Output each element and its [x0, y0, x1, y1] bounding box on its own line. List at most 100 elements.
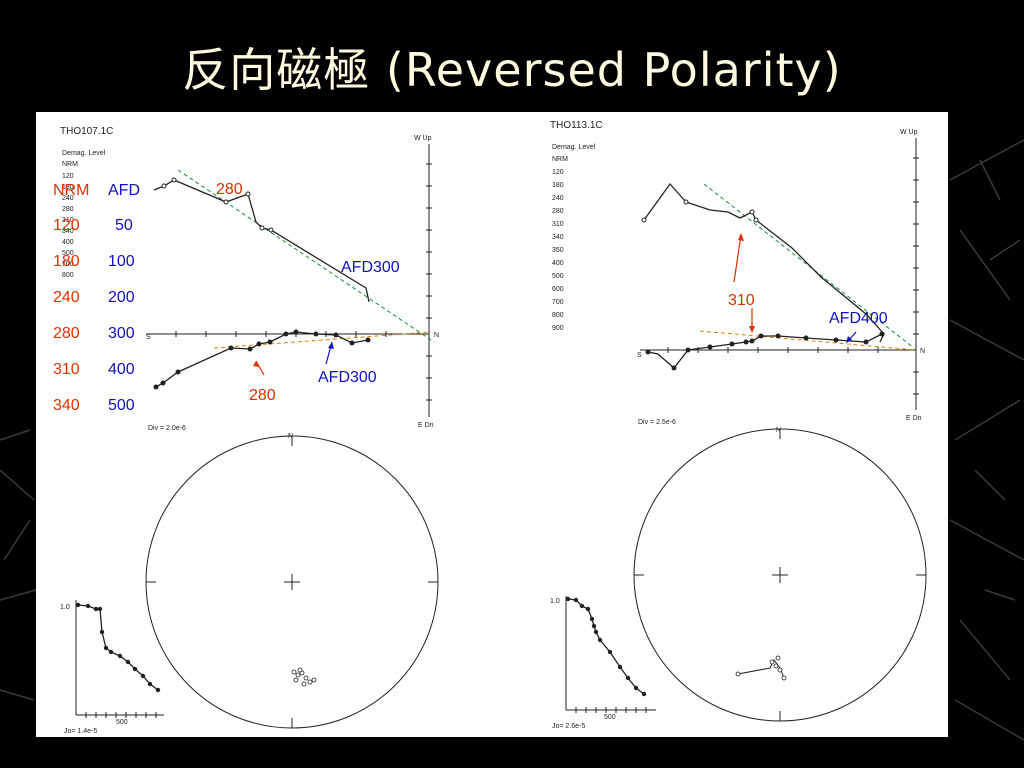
- legend-afd-value: 300: [108, 325, 135, 342]
- left-axis-ticks: [175, 163, 432, 401]
- slide-title: 反向磁極 (Reversed Polarity): [182, 43, 842, 97]
- right-demag-level: 180: [552, 182, 564, 189]
- left-axis-w-up: W Up: [414, 135, 432, 142]
- left-axis-n: N: [434, 332, 439, 339]
- right-intensity-points: [565, 596, 647, 697]
- right-horizontal-points: [641, 199, 759, 223]
- right-demag-level: 280: [552, 208, 564, 215]
- paleomag-figure: THO107.1C Demag. Level NRM 120 180 240 2…: [53, 120, 927, 735]
- left-vertical-points: [153, 329, 371, 390]
- right-vertical-fit-line: [699, 330, 917, 351]
- right-demag-level: 240: [552, 195, 564, 202]
- left-bottom-annotation-afd300: AFD300: [318, 369, 377, 386]
- right-sample-id: THO113.1C: [550, 120, 603, 131]
- right-intensity-label: Jo= 2.6e-5: [552, 723, 585, 730]
- right-demag-level: 350: [552, 247, 564, 254]
- right-annotation-310: 310: [728, 292, 755, 309]
- left-red-arrow: [255, 360, 265, 376]
- left-demag-level: 240: [62, 195, 74, 202]
- left-stereonet-points: [291, 667, 317, 687]
- right-axis-w-up: W Up: [900, 129, 918, 136]
- legend-afd-value: 200: [108, 289, 135, 306]
- left-demag-level: 340: [62, 228, 74, 235]
- left-stereonet-ticks: [146, 436, 438, 728]
- legend-thermal-value: 240: [53, 289, 80, 306]
- left-intensity-label: Jo= 1.4e-5: [64, 728, 97, 735]
- right-nrm-label: NRM: [552, 156, 568, 163]
- left-intensity-points: [75, 602, 161, 693]
- right-annotation-afd400: AFD400: [829, 310, 888, 327]
- left-horizontal-points: [161, 177, 274, 233]
- left-top-annotation-afd300: AFD300: [341, 259, 400, 276]
- right-blue-arrowhead: [846, 336, 852, 343]
- left-vertical-fit-line: [213, 331, 432, 349]
- left-demag-label: Demag. Level: [62, 150, 106, 157]
- left-demag-level: 800: [62, 272, 74, 279]
- right-intensity-tick: 500: [604, 714, 616, 721]
- right-horizontal-fit-line: [703, 183, 915, 349]
- right-vertical-points: [645, 331, 885, 371]
- right-axis-ticks: [667, 157, 919, 395]
- legend-afd-value: 100: [108, 253, 135, 270]
- legend-thermal-value: 340: [53, 397, 80, 414]
- left-sample-id: THO107.1C: [60, 126, 113, 137]
- right-red-arrow-up: [733, 234, 742, 283]
- left-demag-level: 180: [62, 184, 74, 191]
- right-stereonet: N: [633, 427, 927, 722]
- legend-table: NRM AFD 120 50 180 100 240 200 280 300 3…: [53, 182, 140, 414]
- left-div-label: Div = 2.0e-6: [148, 425, 186, 432]
- left-demag-level: 500: [62, 250, 74, 257]
- left-demag-level: 700: [62, 261, 74, 268]
- left-red-arrowhead: [253, 361, 259, 367]
- legend-thermal-value: 180: [53, 253, 80, 270]
- right-red-arrowhead-up: [738, 233, 744, 241]
- right-demag-level: 700: [552, 299, 564, 306]
- right-axis-s: S: [637, 352, 642, 359]
- left-zijderveld-plot: THO107.1C Demag. Level NRM 120 180 240 2…: [60, 126, 439, 432]
- left-intensity-ticks: [85, 712, 157, 718]
- legend-thermal-value: 280: [53, 325, 80, 342]
- right-demag-level-list: 120 180 240 280 310 340 350 400 500 600 …: [552, 169, 564, 332]
- left-demag-level: 280: [62, 206, 74, 213]
- right-intensity-plot: 1.0 500 Jo= 2.6e-5: [550, 596, 656, 730]
- left-demag-level-list: 120 180 240 280 310 340 400 500 700 800: [62, 173, 74, 279]
- left-intensity-plot: 1.0 500 Jo= 1.4e-5: [60, 600, 164, 735]
- legend-thermal-value: 120: [53, 217, 80, 234]
- right-demag-level: 500: [552, 273, 564, 280]
- right-axis-n: N: [920, 348, 925, 355]
- legend-header-afd: AFD: [108, 182, 140, 199]
- legend-header-nrm: NRM: [53, 182, 89, 199]
- right-axis-e-dn: E Dn: [906, 415, 922, 422]
- right-demag-label: Demag. Level: [552, 144, 596, 151]
- left-demag-level: 120: [62, 173, 74, 180]
- left-horizontal-fit-line: [177, 169, 435, 343]
- left-intensity-tick: 500: [116, 719, 128, 726]
- right-stereonet-ticks: [634, 429, 926, 721]
- left-axis-s: S: [146, 334, 151, 341]
- left-intensity-start: 1.0: [60, 604, 70, 611]
- left-stereonet: N: [145, 433, 439, 729]
- legend-afd-value: 500: [108, 397, 135, 414]
- left-axis-e-dn: E Dn: [418, 422, 434, 429]
- left-top-annotation-280: 280: [216, 181, 243, 198]
- right-vertical-trace: [647, 333, 883, 369]
- right-demag-level: 800: [552, 312, 564, 319]
- right-zijderveld-plot: THO113.1C Demag. Level NRM 120 180 240 2…: [550, 120, 925, 426]
- right-demag-level: 600: [552, 286, 564, 293]
- legend-afd-value: 400: [108, 361, 135, 378]
- right-demag-level: 400: [552, 260, 564, 267]
- left-blue-arrowhead: [328, 342, 334, 349]
- right-stereonet-points: [735, 655, 787, 681]
- right-demag-level: 340: [552, 234, 564, 241]
- right-intensity-ticks: [575, 707, 647, 713]
- legend-thermal-value: 310: [53, 361, 80, 378]
- figure-panel: THO107.1C Demag. Level NRM 120 180 240 2…: [36, 112, 948, 737]
- left-nrm-label: NRM: [62, 161, 78, 168]
- left-intensity-curve: [77, 604, 159, 691]
- right-stereonet-path: [737, 659, 785, 679]
- right-red-arrowhead-down: [749, 326, 755, 333]
- left-demag-level: 400: [62, 239, 74, 246]
- right-demag-level: 120: [552, 169, 564, 176]
- right-div-label: Div = 2.5e-6: [638, 419, 676, 426]
